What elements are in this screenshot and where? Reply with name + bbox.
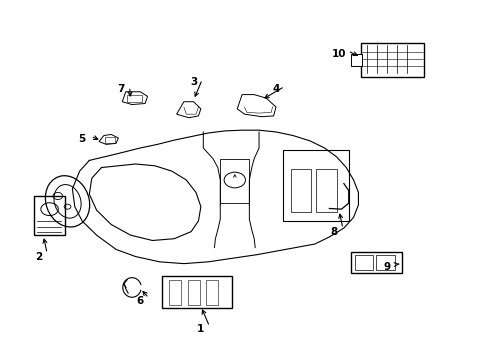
Polygon shape: [122, 92, 147, 104]
Polygon shape: [237, 95, 275, 117]
Text: 1: 1: [197, 324, 204, 334]
Bar: [290, 169, 310, 212]
Bar: [187, 280, 200, 305]
Text: 6: 6: [136, 296, 143, 306]
Bar: [316, 169, 336, 212]
Text: 2: 2: [35, 252, 42, 261]
Text: 8: 8: [330, 226, 337, 237]
Text: 4: 4: [272, 84, 279, 94]
Bar: [354, 256, 373, 270]
Bar: [206, 280, 218, 305]
Text: 9: 9: [383, 262, 390, 272]
Bar: [104, 137, 114, 143]
Bar: [350, 252, 401, 273]
Bar: [169, 280, 181, 305]
Text: 3: 3: [189, 77, 197, 87]
Text: 5: 5: [78, 134, 85, 144]
Bar: [162, 276, 232, 308]
Bar: [127, 95, 142, 103]
Bar: [283, 150, 348, 221]
Bar: [350, 54, 361, 66]
Bar: [360, 43, 423, 77]
Text: 10: 10: [331, 49, 346, 59]
Polygon shape: [99, 134, 118, 144]
Text: 7: 7: [117, 84, 124, 94]
Bar: [34, 196, 65, 235]
Bar: [376, 256, 394, 270]
Polygon shape: [176, 102, 201, 118]
